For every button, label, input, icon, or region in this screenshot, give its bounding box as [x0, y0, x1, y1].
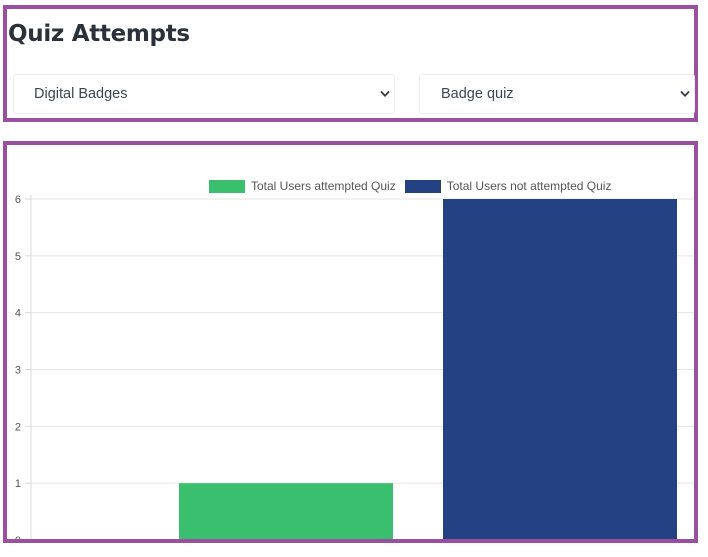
quiz-select[interactable]: Badge quiz	[419, 74, 695, 114]
legend-label-not-attempted: Total Users not attempted Quiz	[446, 179, 612, 193]
y-tick-label: 3	[15, 365, 21, 377]
bar-not-attempted	[443, 199, 677, 539]
quiz-select-value: Badge quiz	[441, 86, 514, 102]
y-tick-label: 0	[15, 535, 21, 539]
course-select[interactable]: Digital Badges	[13, 74, 395, 114]
legend-swatch-not-attempted	[404, 179, 441, 193]
legend-label-attempted: Total Users attempted Quiz	[251, 179, 396, 193]
legend-swatch-attempted	[209, 179, 245, 193]
y-tick-label: 6	[15, 194, 21, 206]
course-select-value: Digital Badges	[34, 86, 128, 102]
quiz-attempts-filter-panel	[3, 5, 698, 122]
quiz-attempts-bar-chart: 0 1 2 3 4 5 6	[15, 194, 694, 539]
legend-item-attempted[interactable]: Total Users attempted Quiz	[209, 179, 396, 193]
bar-attempted	[179, 483, 393, 539]
chart-legend: Total Users attempted Quiz Total Users n…	[209, 178, 620, 194]
page-title: Quiz Attempts	[8, 21, 190, 47]
quiz-attempts-chart-panel: 0 1 2 3 4 5 6 Total Users attempted Quiz Total…	[3, 141, 698, 543]
legend-item-not-attempted[interactable]: Total Users not attempted Quiz	[404, 179, 612, 193]
y-tick-label: 5	[15, 251, 21, 263]
y-tick-label: 1	[15, 478, 21, 490]
y-tick-label: 2	[15, 421, 21, 433]
chevron-down-icon	[380, 91, 390, 97]
y-tick-label: 4	[15, 308, 21, 320]
chevron-down-icon	[680, 91, 690, 97]
